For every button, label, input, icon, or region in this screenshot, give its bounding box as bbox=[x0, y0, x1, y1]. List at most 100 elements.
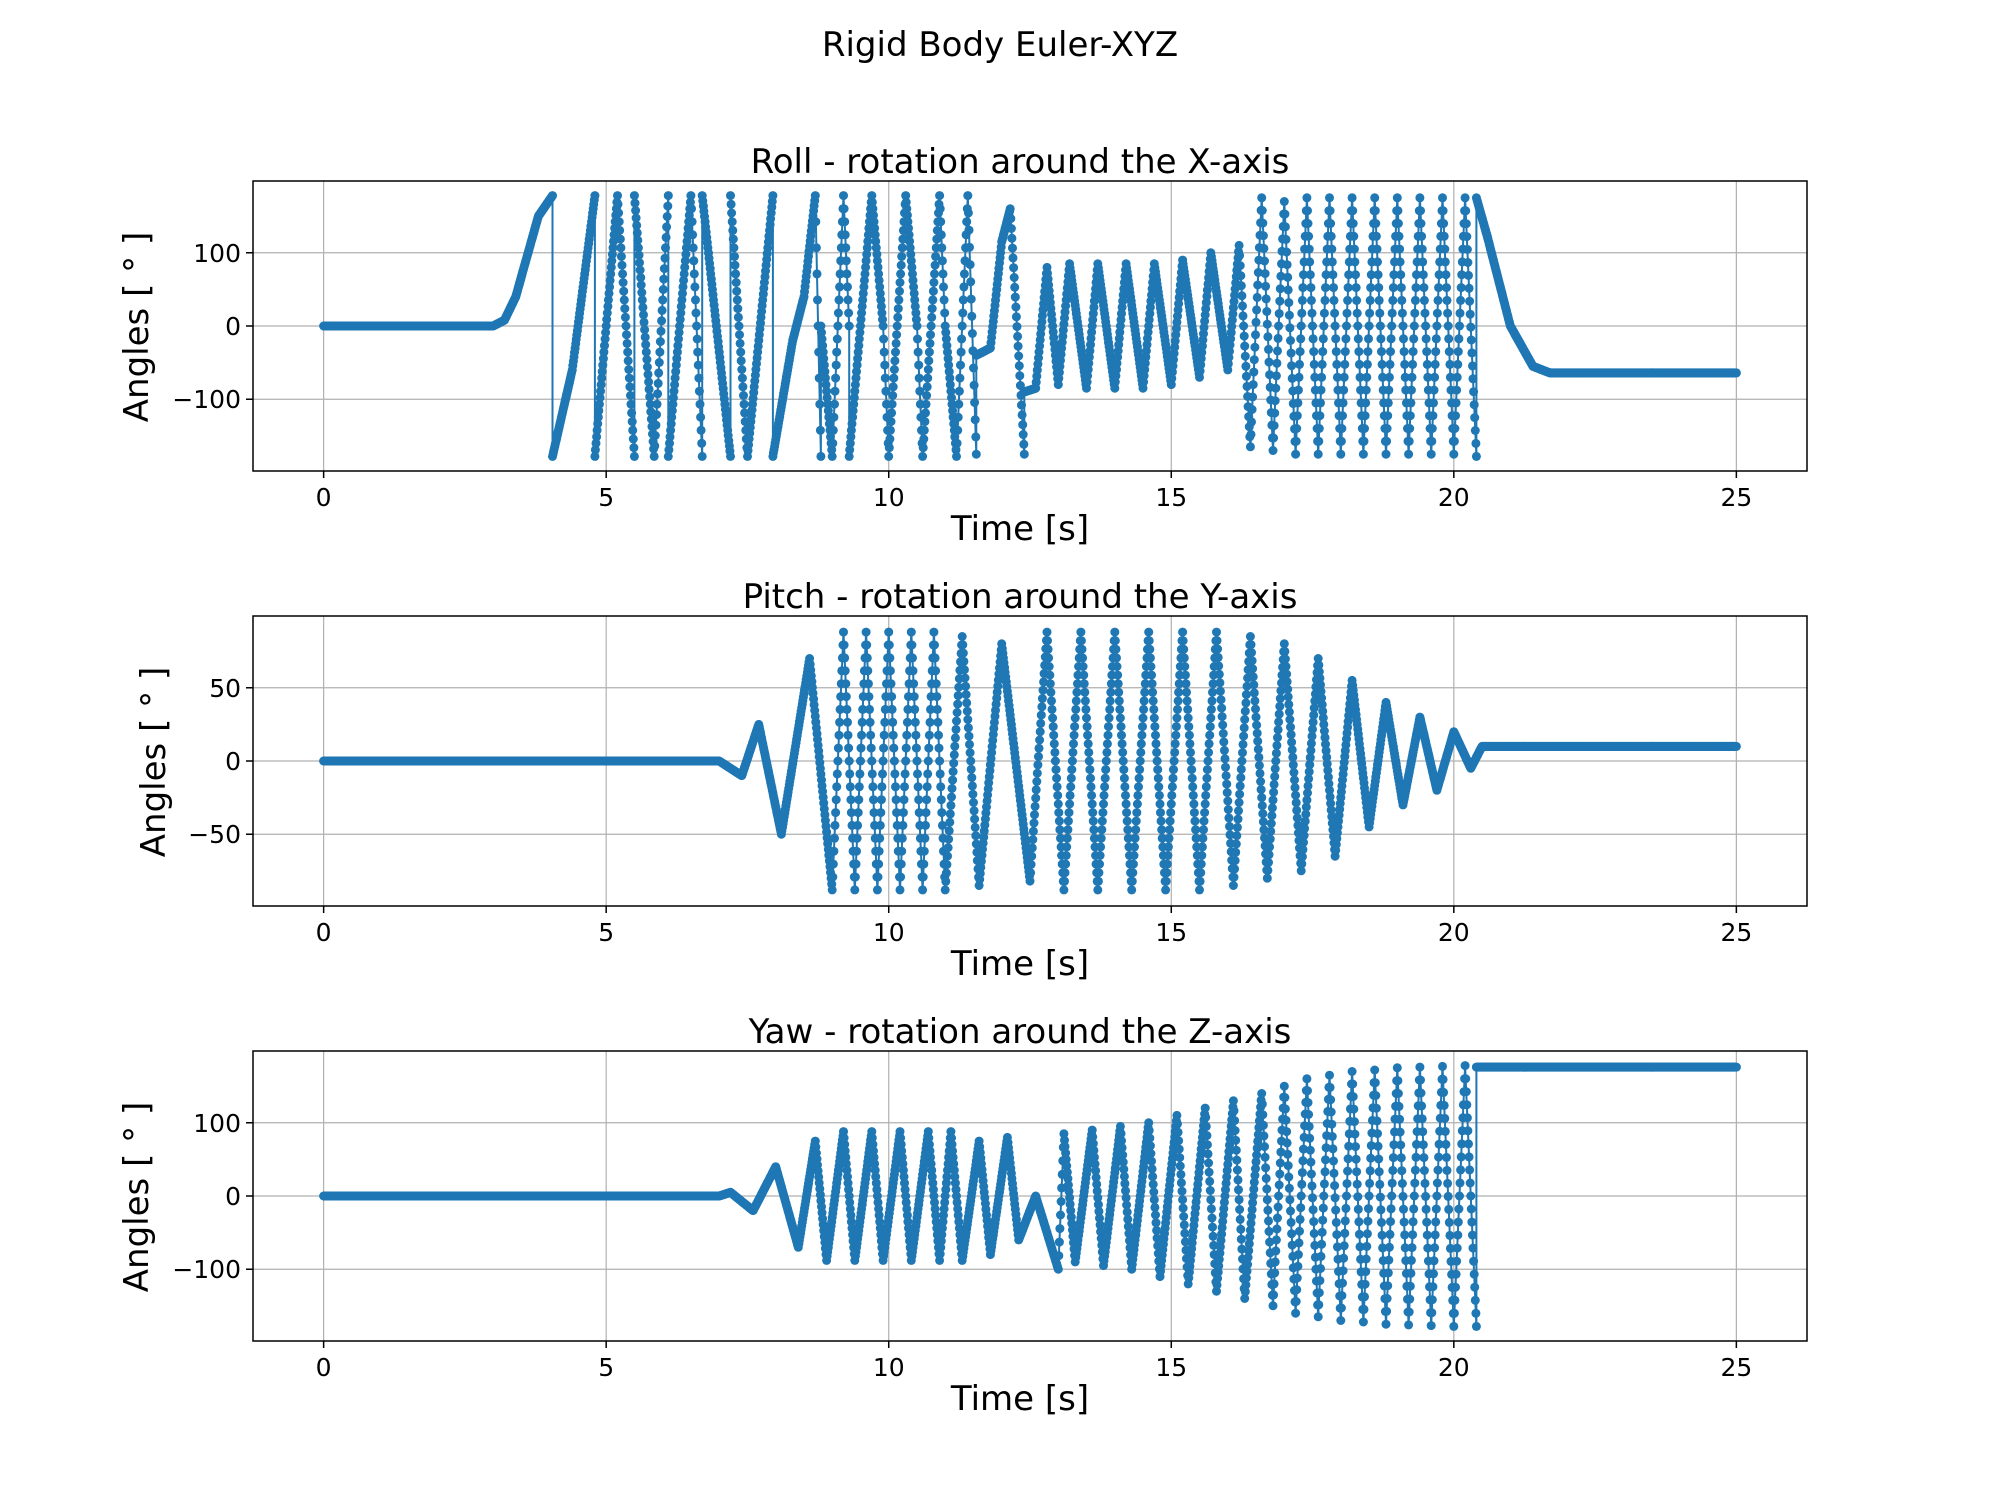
roll-point-482 bbox=[590, 451, 600, 461]
roll-point-1234 bbox=[1010, 292, 1020, 302]
roll-point-1248 bbox=[1018, 430, 1028, 439]
roll-point-641 bbox=[679, 275, 689, 285]
pitch-point-1465 bbox=[1147, 670, 1156, 680]
roll-point-1821 bbox=[1342, 321, 1351, 331]
pitch-point-1364 bbox=[1089, 833, 1099, 843]
roll-point-951 bbox=[851, 373, 861, 383]
roll-point-1225 bbox=[1005, 204, 1015, 214]
roll-point-510 bbox=[606, 269, 616, 279]
pitch-point-900 bbox=[827, 885, 837, 895]
pitch-point-1651 bbox=[1252, 720, 1262, 730]
pitch-point-933 bbox=[846, 795, 856, 805]
roll-point-545 bbox=[626, 391, 635, 400]
pitch-point-1769 bbox=[1318, 713, 1328, 723]
pitch-point-1525 bbox=[1180, 670, 1190, 680]
roll-point-1883 bbox=[1377, 347, 1386, 357]
pitch-point-1659 bbox=[1256, 785, 1266, 795]
pitch-point-1407 bbox=[1114, 687, 1124, 697]
pitch-point-1761 bbox=[1314, 660, 1324, 670]
pitch-point-1737 bbox=[1300, 816, 1310, 826]
pitch-point-1371 bbox=[1093, 876, 1103, 886]
roll-point-1129 bbox=[952, 451, 961, 461]
roll-point-523 bbox=[613, 199, 623, 209]
roll-point-1086 bbox=[927, 304, 937, 314]
roll-point-1956 bbox=[1418, 257, 1428, 267]
roll-point-914 bbox=[831, 373, 841, 383]
roll-point-1699 bbox=[1273, 346, 1282, 356]
roll-point-1032 bbox=[897, 252, 907, 261]
roll-point-1678 bbox=[1261, 281, 1271, 291]
pitch-point-1347 bbox=[1080, 687, 1090, 697]
roll-point-1161 bbox=[970, 398, 980, 407]
roll-point-1654 bbox=[1247, 405, 1257, 414]
pitch-point-1587 bbox=[1215, 686, 1225, 696]
roll-point-1897 bbox=[1384, 372, 1394, 382]
roll-point-508 bbox=[605, 282, 615, 292]
roll-point-1110 bbox=[941, 328, 951, 337]
roll-point-982 bbox=[869, 210, 878, 220]
roll-point-988 bbox=[872, 249, 882, 259]
pitch-point-1023 bbox=[897, 846, 907, 856]
roll-point-657 bbox=[688, 230, 698, 240]
roll-point-1859 bbox=[1363, 347, 1373, 357]
roll-point-1665 bbox=[1253, 268, 1263, 277]
pitch-point-1301 bbox=[1054, 808, 1064, 818]
roll-point-646 bbox=[681, 243, 691, 253]
roll-point-1751 bbox=[1302, 193, 1312, 203]
roll-point-987 bbox=[871, 243, 881, 253]
roll-point-1980 bbox=[1431, 334, 1441, 344]
roll-point-1931 bbox=[1404, 449, 1414, 459]
pitch-point-1719 bbox=[1290, 783, 1300, 793]
roll-point-499 bbox=[600, 341, 609, 351]
roll-point-1779 bbox=[1318, 347, 1328, 357]
pitch-point-1509 bbox=[1171, 722, 1181, 732]
roll-point-941 bbox=[845, 438, 855, 448]
roll-point-1820 bbox=[1341, 334, 1351, 344]
roll-point-1663 bbox=[1252, 292, 1262, 302]
roll-point-649 bbox=[683, 223, 693, 233]
pitch-point-1389 bbox=[1104, 722, 1113, 732]
roll-point-1249 bbox=[1019, 439, 1029, 449]
roll-point-1882 bbox=[1376, 334, 1386, 344]
pitch-point-1101 bbox=[941, 876, 951, 886]
roll-point-986 bbox=[871, 236, 881, 246]
roll-point-747 bbox=[737, 373, 747, 383]
pitch-point-1331 bbox=[1071, 704, 1081, 714]
roll-point-2039 bbox=[1465, 296, 1475, 306]
roll-point-893 bbox=[819, 354, 829, 364]
roll-point-980 bbox=[867, 197, 877, 207]
pitch-point-906 bbox=[831, 808, 841, 818]
pitch-point-1679 bbox=[1267, 803, 1277, 813]
roll-point-672 bbox=[696, 425, 706, 435]
roll-point-2024 bbox=[1456, 283, 1466, 293]
roll-point-1965 bbox=[1423, 372, 1433, 382]
roll-point-522 bbox=[613, 191, 622, 201]
roll-point-659 bbox=[689, 256, 699, 266]
pitch-point-1403 bbox=[1112, 653, 1121, 663]
pitch-point-969 bbox=[866, 743, 876, 753]
pitch-point-1022 bbox=[896, 859, 906, 869]
pitch-point-1251 bbox=[1026, 868, 1036, 878]
roll-point-1091 bbox=[930, 260, 940, 270]
roll-point-1130 bbox=[952, 438, 962, 448]
pitch-point-1119 bbox=[951, 724, 961, 734]
roll-point-617 bbox=[665, 432, 675, 442]
roll-point-2046 bbox=[1469, 387, 1479, 397]
pitch-point-1067 bbox=[922, 795, 932, 805]
roll-point-1823 bbox=[1343, 295, 1353, 305]
roll-point-1957 bbox=[1418, 270, 1428, 280]
roll-point-1863 bbox=[1365, 295, 1375, 305]
pitch-point-1552 bbox=[1196, 868, 1206, 878]
roll-point-958 bbox=[855, 328, 865, 337]
pitch-point-1778 bbox=[1323, 772, 1333, 782]
pitch-point-1600 bbox=[1223, 796, 1233, 806]
roll-point-1777 bbox=[1317, 372, 1327, 382]
roll-point-2020 bbox=[1454, 334, 1464, 344]
roll-point-638 bbox=[677, 295, 687, 305]
roll-point-736 bbox=[731, 278, 741, 287]
pitch-point-1745 bbox=[1305, 760, 1315, 770]
roll-point-1940 bbox=[1409, 334, 1419, 344]
roll-point-1111 bbox=[941, 334, 951, 344]
roll-point-552 bbox=[629, 451, 639, 461]
